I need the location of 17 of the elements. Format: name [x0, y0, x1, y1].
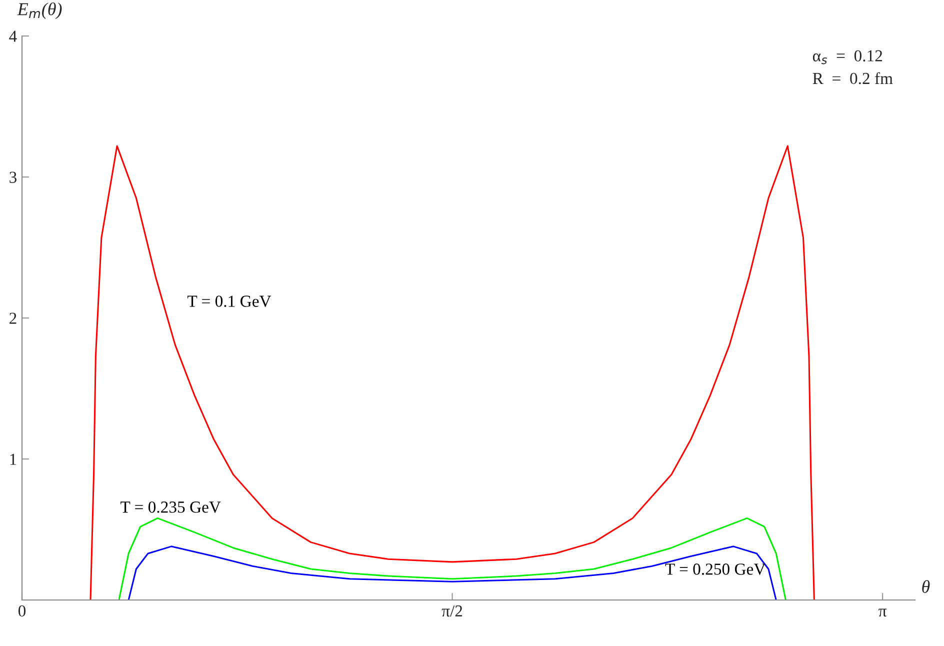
annotation: α$_{s}$ = 0.12	[812, 50, 882, 64]
y-tick-label: 1	[10, 454, 16, 465]
line-series	[118, 517, 786, 600]
series-label: T = 0.250 GeV	[665, 564, 766, 575]
x-tick-label: 0	[18, 605, 26, 617]
annotation: R = 0.2 fm	[812, 72, 893, 84]
x-axis-title: θ	[922, 580, 930, 593]
y-tick-label: 2	[10, 312, 16, 324]
y-axis-title: E$_{m}$(θ)	[17, 2, 62, 19]
x-tick-label: π	[878, 608, 887, 617]
y-tick-label: 3	[10, 172, 16, 183]
line-series	[90, 145, 815, 600]
series-label: T = 0.235 GeV	[120, 501, 221, 513]
x-tick-label: π/2	[442, 605, 462, 617]
line-series	[128, 546, 777, 600]
series-label: T = 0.1 GeV	[188, 296, 272, 307]
y-tick-label: 4	[9, 30, 17, 42]
